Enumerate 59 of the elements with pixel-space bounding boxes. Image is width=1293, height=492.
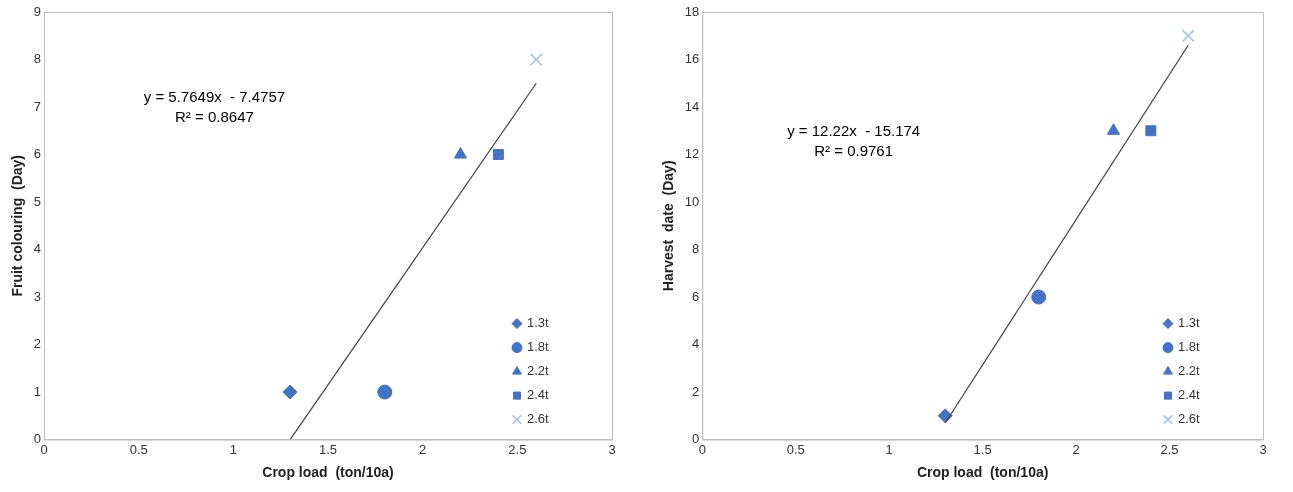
point (1181, 29, 1195, 43)
y-tick-label: 1 (33, 383, 42, 399)
x-tick-label: 1 (885, 441, 893, 457)
annotation: R² = 0.8647 (175, 107, 254, 125)
legend-label: 1.3t (1178, 315, 1201, 331)
x-axis-title: Crop load (ton/10a) (916, 464, 1049, 481)
point (1145, 125, 1157, 137)
legend-label: 1.8t (1178, 339, 1201, 355)
y-tick-label: 16 (684, 51, 700, 67)
y-tick-label: 7 (33, 98, 42, 114)
x-tick-label: 2 (419, 441, 427, 457)
y-tick-label: 8 (692, 241, 700, 257)
point (453, 147, 468, 159)
x-tick-label: 3 (1259, 441, 1267, 457)
legend-label: 2.6t (1178, 411, 1201, 427)
point (1106, 123, 1121, 135)
annotation: R² = 0.9761 (814, 141, 894, 159)
legend-label: 1.3t (527, 315, 550, 331)
y-tick-label: 2 (692, 383, 700, 399)
x-tick-label: 1 (229, 441, 237, 457)
y-tick-label: 0 (692, 431, 700, 447)
legend-label: 1.8t (527, 339, 550, 355)
y-tick-label: 8 (33, 51, 42, 67)
y-tick-label: 18 (684, 3, 700, 19)
x-tick-label: 2 (1072, 441, 1080, 457)
annotation: y = 12.22x - 15.174 (787, 121, 921, 139)
point (492, 149, 504, 160)
x-tick-label: 2.5 (1160, 441, 1179, 457)
y-tick-label: 9 (33, 3, 42, 19)
y-tick-label: 4 (692, 336, 700, 352)
point (1031, 289, 1047, 305)
y-axis-title: Harvest date (Day) (660, 160, 677, 292)
y-tick-label: 4 (33, 241, 42, 257)
point (282, 384, 298, 400)
legend-label: 2.2t (527, 363, 550, 379)
y-axis-title: Fruit colouring (Day) (9, 155, 26, 297)
y-tick-label: 0 (33, 431, 42, 447)
legend-label: 2.6t (527, 411, 550, 427)
x-tick-label: 3 (608, 441, 616, 457)
legend-label: 2.4t (527, 387, 550, 403)
y-tick-label: 6 (33, 146, 42, 162)
y-tick-label: 6 (692, 288, 700, 304)
x-tick-label: 2.5 (508, 441, 527, 457)
y-tick-label: 12 (684, 146, 700, 162)
y-tick-label: 14 (684, 98, 700, 114)
x-tick-label: 0.5 (786, 441, 805, 457)
y-tick-label: 10 (684, 193, 700, 209)
x-axis-title: Crop load (ton/10a) (262, 464, 394, 481)
y-tick-label: 5 (33, 193, 42, 209)
y-tick-label: 3 (33, 288, 42, 304)
point (377, 384, 393, 400)
legend-label: 2.4t (1178, 387, 1201, 403)
x-tick-label: 1.5 (973, 441, 992, 457)
x-tick-label: 1.5 (318, 441, 338, 457)
legend-label: 2.2t (1178, 363, 1201, 379)
point (529, 53, 543, 66)
annotation: y = 5.7649x - 7.4757 (143, 87, 286, 105)
y-tick-label: 2 (33, 336, 42, 352)
x-tick-label: 0.5 (129, 441, 148, 457)
